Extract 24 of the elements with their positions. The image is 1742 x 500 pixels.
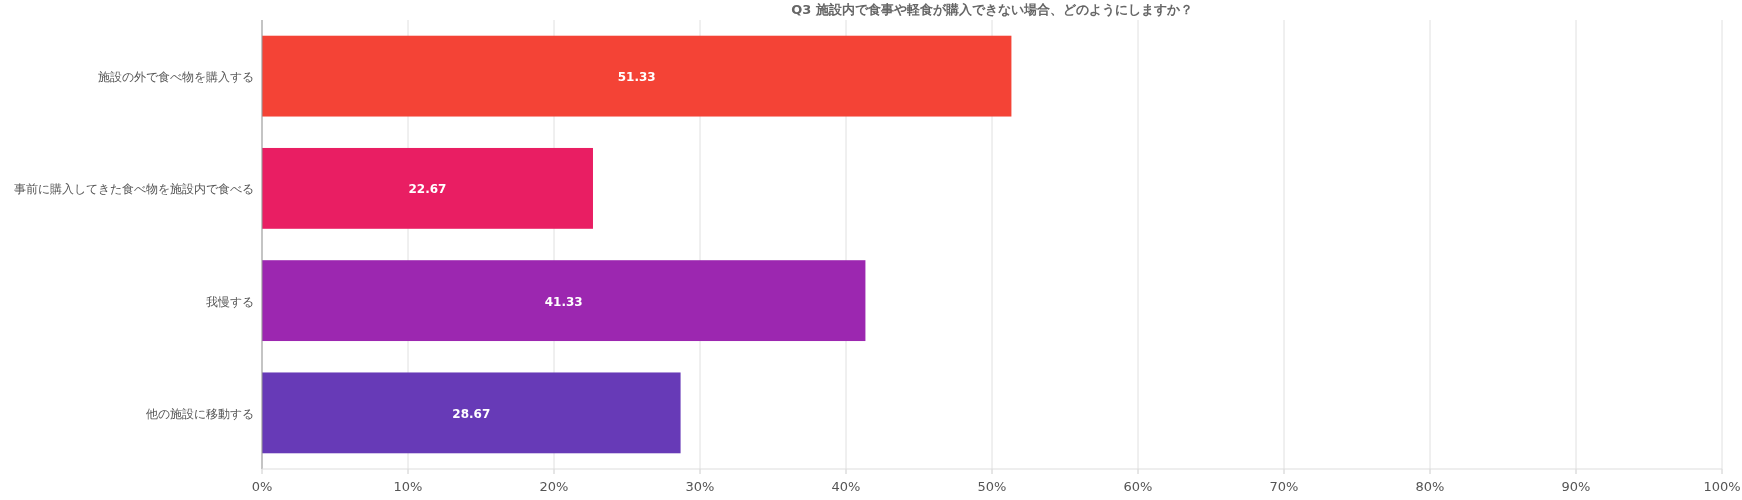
bar: [262, 35, 1012, 117]
x-tick-label: 100%: [1703, 479, 1741, 494]
data-label: 51.33: [617, 70, 656, 85]
data-label: 22.67: [408, 182, 447, 197]
x-tick-label: 0%: [251, 479, 273, 494]
bar: [262, 260, 866, 342]
x-tick-label: 90%: [1561, 479, 1591, 494]
data-label: 28.67: [452, 406, 491, 421]
x-tick-label: 10%: [393, 479, 423, 494]
bar: [262, 147, 593, 229]
x-tick-label: 70%: [1269, 479, 1299, 494]
x-tick-label: 30%: [685, 479, 715, 494]
chart-title: Q3 施設内で食事や軽食が購入できない場合、どのようにしますか？: [791, 2, 1193, 17]
x-tick-label: 80%: [1415, 479, 1445, 494]
y-tick-label: 我慢する: [206, 294, 254, 309]
bar: [262, 372, 681, 454]
data-label: 41.33: [544, 294, 583, 309]
x-tick-label: 50%: [977, 479, 1007, 494]
x-tick-label: 40%: [831, 479, 861, 494]
y-tick-label: 他の施設に移動する: [146, 406, 254, 421]
x-tick-label: 60%: [1123, 479, 1153, 494]
y-tick-label: 事前に購入してきた食べ物を施設内で食べる: [14, 182, 254, 197]
y-tick-label: 施設の外で食べ物を購入する: [98, 70, 254, 85]
x-tick-label: 20%: [539, 479, 569, 494]
